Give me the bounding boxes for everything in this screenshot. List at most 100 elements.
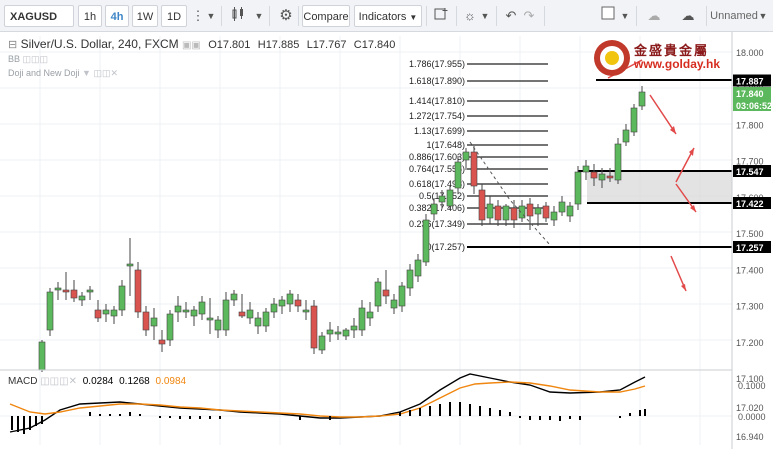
candle-body <box>414 259 422 277</box>
undo-icon[interactable]: ↶ <box>505 8 517 23</box>
interval-1h-button[interactable]: 1h <box>78 5 102 27</box>
doji-legend[interactable]: Doji and New Doji ▼ ◫◫✕ <box>8 68 119 78</box>
price-badge-label: 03:06:52 <box>736 101 772 111</box>
fib-level-label: 0.618(17.498) <box>409 179 465 189</box>
macd-value-3: 0.0984 <box>155 376 187 387</box>
gear-icon[interactable]: ⚙ <box>279 7 293 24</box>
alert-add-icon[interactable] <box>430 6 452 28</box>
layout-square-icon[interactable] <box>600 6 616 26</box>
compare-button[interactable]: Compare <box>302 5 350 27</box>
legend-high: H17.885 <box>257 39 300 51</box>
candle-body <box>550 211 558 221</box>
interval-1d-button[interactable]: 1D <box>161 5 187 27</box>
candle-body <box>222 299 230 331</box>
chevron-down-icon[interactable]: ▼ <box>254 11 264 21</box>
candle-body <box>542 205 550 219</box>
candles-style-icon[interactable] <box>228 6 248 28</box>
candle-body <box>502 205 510 221</box>
legend-open: O17.801 <box>208 39 251 51</box>
candle-body <box>254 317 262 327</box>
macd-axis-label: 0.0000 <box>738 412 766 422</box>
candle-body <box>406 269 414 289</box>
candle-body <box>294 299 302 307</box>
price-tick-label: 17.100 <box>736 374 764 384</box>
price-chart[interactable]: 1.786(17.955) 1.618(17.890) 1.414(17.810) 1… <box>0 32 773 449</box>
chevron-down-icon[interactable]: ▼ <box>480 11 490 21</box>
candle-body <box>38 341 46 371</box>
candle-body <box>526 203 534 217</box>
candle-body <box>262 311 270 327</box>
macd-label: MACD <box>8 376 38 387</box>
price-axis: 18.00017.90017.80017.70017.60017.50017.4… <box>731 32 772 449</box>
layout-name-label[interactable]: Unnamed <box>710 10 758 22</box>
logo-url-text: www.golday.hk <box>634 57 721 71</box>
candle-body <box>470 151 478 187</box>
candlestick-series <box>38 86 646 372</box>
candle-body <box>510 207 518 221</box>
price-tick-label: 18.000 <box>736 48 764 58</box>
legend-buttons[interactable]: ▣▣ <box>181 40 201 51</box>
fib-level-label: 1.618(17.890) <box>409 76 465 86</box>
top-toolbar: XAGUSD 1h 4h 1W 1D ⋮ ▼ ▼ ⚙ Compare Indic… <box>0 0 773 32</box>
candle-body <box>150 317 158 327</box>
lightbulb-icon[interactable]: ☼ <box>464 8 476 23</box>
more-intervals-icon[interactable]: ⋮ <box>191 8 205 23</box>
candle-body <box>494 205 502 221</box>
candle-body <box>238 311 246 317</box>
symbol-search-input[interactable]: XAGUSD <box>4 5 74 27</box>
legend-close: C17.840 <box>353 39 396 51</box>
candle-body <box>342 329 350 337</box>
candle-body <box>598 173 606 181</box>
support-resistance-zone <box>467 79 732 248</box>
macd-pane: 0.1000 0.0000 <box>0 373 766 434</box>
symbol-legend: ⊟ Silver/U.S. Dollar, 240, FXCM ▣▣ O17.8… <box>8 37 395 51</box>
logo-chinese-text: 金盛貴金屬 <box>634 43 710 58</box>
indicators-label: Indicators <box>358 11 407 23</box>
macd-legend-buttons[interactable]: ◫◫◫✕ <box>40 376 77 387</box>
interval-4h-button[interactable]: 4h <box>105 5 129 27</box>
candle-body <box>134 269 142 313</box>
candle-body <box>142 311 150 331</box>
legend-title: Silver/U.S. Dollar, 240, FXCM <box>20 37 179 51</box>
candle-body <box>158 339 166 345</box>
chevron-down-icon[interactable]: ▼ <box>620 11 630 21</box>
candle-body <box>102 309 110 315</box>
price-tick-label: 17.400 <box>736 265 764 275</box>
cloud-upload-icon[interactable]: ☁ <box>681 8 695 23</box>
chevron-down-icon[interactable]: ▼ <box>758 11 768 21</box>
candle-body <box>110 309 118 317</box>
candle-body <box>278 299 286 307</box>
candle-body <box>382 289 390 297</box>
collapse-icon[interactable]: ⊟ <box>8 39 18 51</box>
candle-body <box>302 309 310 313</box>
price-tick-label: 17.800 <box>736 120 764 130</box>
candle-body <box>534 207 542 215</box>
price-badge-label: 17.887 <box>736 77 764 87</box>
candle-body <box>622 129 630 143</box>
candle-body <box>246 309 254 319</box>
chevron-down-icon[interactable]: ▼ <box>206 11 216 21</box>
candle-body <box>582 165 590 173</box>
candle-body <box>398 285 406 307</box>
candle-body <box>558 201 566 213</box>
candle-body <box>310 305 318 349</box>
candle-body <box>318 335 326 351</box>
candle-body <box>350 325 358 331</box>
indicators-button[interactable]: Indicators ▼ <box>354 5 422 27</box>
candle-body <box>486 203 494 219</box>
candle-body <box>566 205 574 217</box>
candle-body <box>190 309 198 317</box>
cloud-save-icon[interactable]: ☁ <box>647 8 661 23</box>
price-badge <box>733 197 771 209</box>
fib-level-label: 1(17.648) <box>426 140 465 150</box>
bb-legend[interactable]: BB ◫◫◫ <box>8 54 49 64</box>
candle-body <box>214 319 222 331</box>
fib-level-label: 1.13(17.699) <box>414 126 465 136</box>
candle-body <box>358 307 366 331</box>
interval-1w-button[interactable]: 1W <box>132 5 158 27</box>
candle-body <box>606 175 614 179</box>
bb-label: BB <box>8 54 21 64</box>
candle-body <box>182 309 190 313</box>
candle-body <box>126 263 134 267</box>
redo-icon[interactable]: ↷ <box>523 8 535 23</box>
